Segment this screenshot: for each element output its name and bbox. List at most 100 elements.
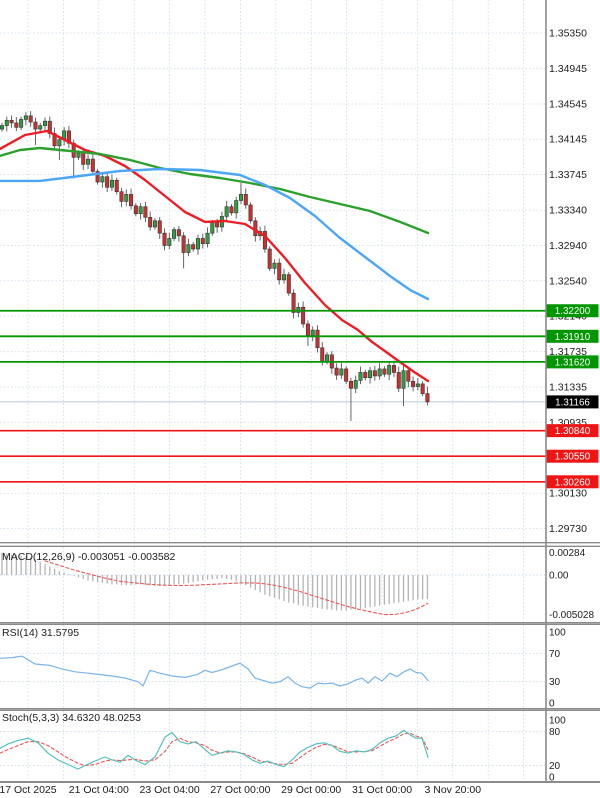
bearish-candle — [9, 119, 14, 124]
bearish-candle — [119, 191, 124, 202]
macd-signal-line — [44, 560, 429, 616]
price-axis-label: 1.35350 — [549, 28, 587, 40]
bearish-candle — [425, 393, 430, 403]
rsi-indicator-label: RSI(14) 31.5795 — [2, 627, 80, 639]
bearish-candle — [348, 380, 353, 389]
stoch-axis-label: 80 — [549, 727, 561, 738]
bearish-candle — [176, 229, 181, 237]
resistance-price-badge[interactable] — [546, 329, 599, 343]
x-axis-label: 3 Nov 20:00 — [424, 784, 481, 796]
panel-separator[interactable] — [0, 781, 600, 783]
bearish-candle — [162, 232, 167, 246]
resistance-price-badge[interactable] — [546, 355, 599, 369]
bullish-candle — [0, 125, 5, 130]
bullish-candle — [205, 232, 210, 245]
bearish-candle — [133, 205, 138, 215]
bearish-candle — [248, 204, 253, 222]
bearish-candle — [301, 306, 306, 325]
bearish-candle — [391, 365, 396, 373]
support-price-badge[interactable] — [546, 424, 599, 438]
bullish-candle — [23, 115, 28, 120]
price-axis-label: 1.34545 — [549, 98, 587, 110]
rsi-axis-label: 0 — [549, 699, 555, 710]
bearish-candle — [305, 323, 310, 336]
bearish-candle — [334, 367, 339, 376]
panel-separator[interactable] — [0, 542, 600, 547]
bearish-candle — [286, 274, 291, 294]
price-axis-label: 1.30130 — [549, 488, 587, 500]
panel-separator[interactable] — [0, 622, 600, 625]
bullish-candle — [57, 139, 62, 147]
bullish-candle — [138, 206, 143, 215]
price-axis-label: 1.33745 — [549, 169, 587, 181]
bullish-candle — [353, 380, 358, 389]
bullish-candle — [19, 119, 24, 128]
support-price-badge[interactable] — [546, 475, 599, 489]
support-price-badge-text: 1.30550 — [555, 452, 591, 463]
price-axis-label: 1.31335 — [549, 382, 587, 394]
bearish-candle — [396, 372, 401, 389]
resistance-price-badge[interactable] — [546, 304, 599, 318]
bullish-candle — [210, 222, 215, 234]
bearish-candle — [81, 152, 86, 165]
bearish-candle — [262, 231, 267, 250]
bearish-candle — [420, 383, 425, 394]
bearish-candle — [382, 368, 387, 375]
stoch-k-line — [0, 729, 429, 770]
resistance-price-badge-text: 1.31620 — [555, 357, 591, 368]
bullish-candle — [124, 194, 129, 202]
x-axis-label: 23 Oct 04:00 — [140, 784, 200, 796]
panel-separator[interactable] — [0, 708, 600, 711]
macd-axis-label: 0.00284 — [549, 548, 586, 559]
current-price-badge[interactable] — [546, 395, 599, 409]
bullish-candle — [109, 179, 114, 188]
bearish-candle — [200, 238, 205, 245]
bearish-candle — [291, 292, 296, 313]
macd-axis-label: 0.00 — [549, 571, 569, 582]
macd-axis-label: -0.005028 — [549, 610, 594, 621]
current-price-badge-text: 1.31166 — [555, 397, 590, 408]
bearish-candle — [411, 380, 416, 387]
rsi-axis-label: 100 — [549, 628, 566, 639]
bullish-candle — [272, 262, 277, 269]
bearish-candle — [277, 262, 282, 281]
bearish-candle — [215, 222, 220, 228]
bearish-candle — [267, 248, 272, 269]
bearish-candle — [114, 179, 119, 193]
support-price-badge[interactable] — [546, 449, 599, 463]
bullish-candle — [387, 365, 392, 375]
x-axis-label: 27 Oct 00:00 — [210, 784, 270, 796]
bullish-candle — [325, 354, 330, 363]
bearish-candle — [229, 206, 234, 214]
bullish-candle — [339, 368, 344, 376]
bullish-candle — [38, 125, 43, 130]
x-axis-label: 21 Oct 04:00 — [69, 784, 129, 796]
bearish-candle — [181, 235, 186, 253]
ma-slow-green-line — [0, 146, 430, 235]
stoch-axis-label: 20 — [549, 761, 561, 772]
x-axis-label: 31 Oct 00:00 — [352, 784, 412, 796]
x-axis-label: 29 Oct 00:00 — [281, 784, 341, 796]
bullish-candle — [186, 244, 191, 253]
bearish-candle — [143, 206, 148, 218]
price-axis-label: 1.34945 — [549, 63, 587, 75]
price-axis-label: 1.31735 — [549, 346, 587, 358]
bullish-candle — [4, 119, 9, 126]
bearish-candle — [95, 171, 100, 183]
bearish-candle — [191, 244, 196, 250]
bullish-candle — [377, 368, 382, 377]
bearish-candle — [28, 115, 33, 123]
bearish-candle — [14, 122, 19, 128]
bearish-candle — [105, 176, 110, 188]
resistance-price-badge-text: 1.31910 — [555, 332, 591, 343]
resistance-price-badge-text: 1.32200 — [555, 306, 591, 317]
stoch-axis-label: 100 — [549, 716, 566, 727]
bearish-candle — [363, 372, 368, 379]
price-axis-label: 1.33340 — [549, 205, 587, 217]
bullish-candle — [358, 372, 363, 381]
rsi-axis-label: 30 — [549, 677, 561, 688]
bullish-candle — [76, 152, 81, 158]
